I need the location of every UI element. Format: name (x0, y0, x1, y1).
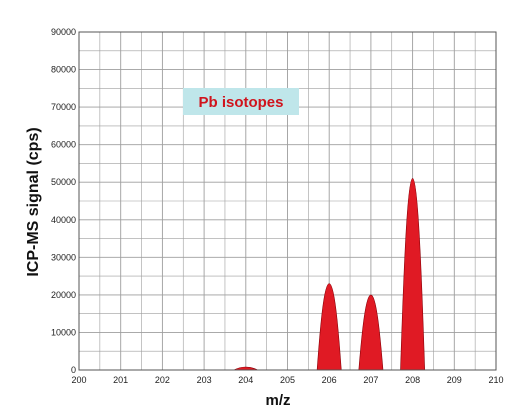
x-tick-label: 202 (155, 375, 170, 385)
x-tick-label: 210 (488, 375, 503, 385)
peak-204 (233, 366, 259, 371)
x-tick-label: 201 (113, 375, 128, 385)
x-tick-label: 209 (447, 375, 462, 385)
x-tick-label: 200 (71, 375, 86, 385)
x-tick-label: 208 (405, 375, 420, 385)
peak-206 (316, 283, 342, 371)
tick-labels: 200 201 202 203 204 205 206 207 208 209 210 0 10000 2… (51, 27, 504, 385)
peak-207 (358, 294, 384, 371)
y-tick-label: 70000 (51, 102, 76, 112)
axes (78, 31, 497, 371)
y-tick-label: 0 (71, 365, 76, 375)
y-tick-label: 30000 (51, 252, 76, 262)
annotation-background (183, 88, 299, 115)
y-axis-title: ICP-MS signal (cps) (25, 127, 42, 276)
y-tick-label: 90000 (51, 27, 76, 37)
x-axis-title: m/z (265, 392, 290, 409)
y-tick-label: 60000 (51, 140, 76, 150)
peaks (233, 178, 426, 371)
y-tick-label: 80000 (51, 65, 76, 75)
annotation-label: Pb isotopes (198, 94, 283, 111)
annotation-box: Pb isotopes (183, 88, 299, 115)
y-tick-label: 50000 (51, 177, 76, 187)
y-tick-label: 10000 (51, 327, 76, 337)
plot-frame (78, 31, 497, 371)
peak-208 (400, 178, 426, 371)
y-tick-label: 40000 (51, 215, 76, 225)
x-tick-label: 207 (363, 375, 378, 385)
x-tick-label: 206 (322, 375, 337, 385)
x-tick-label: 203 (197, 375, 212, 385)
x-tick-label: 204 (238, 375, 253, 385)
x-tick-label: 205 (280, 375, 295, 385)
grid (78, 31, 497, 371)
y-tick-label: 20000 (51, 290, 76, 300)
